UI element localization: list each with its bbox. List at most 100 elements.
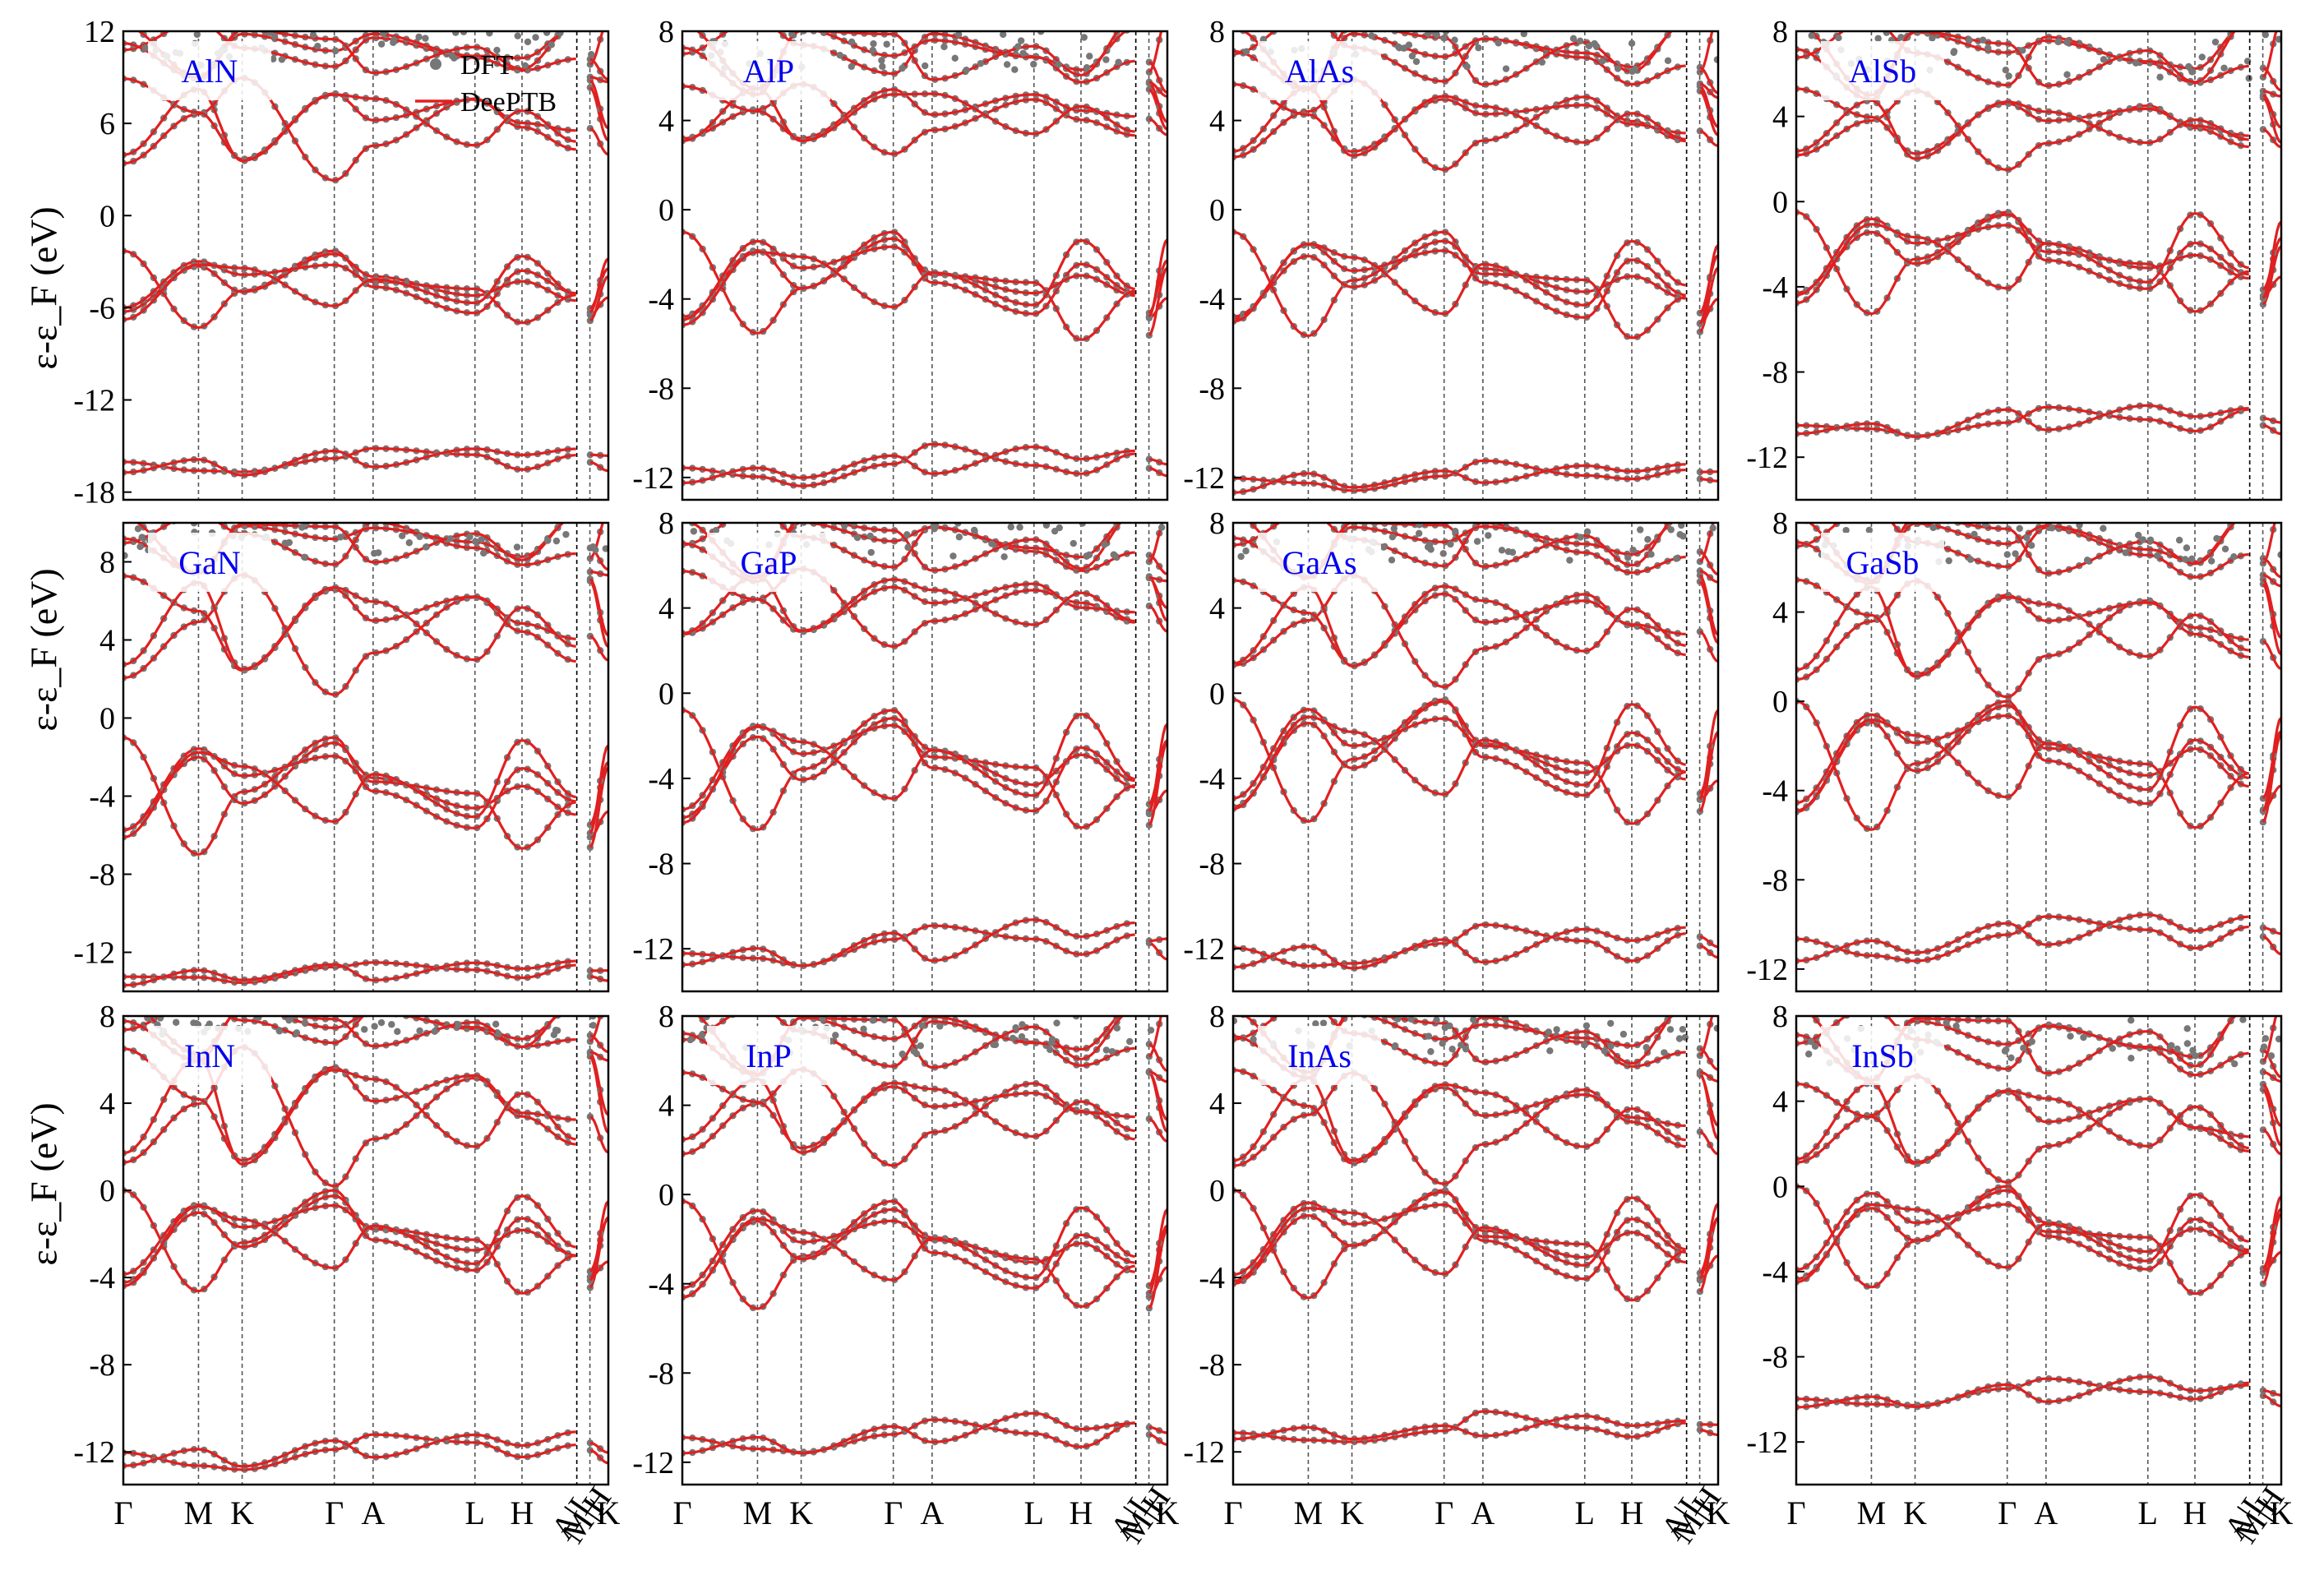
dft-point xyxy=(878,57,885,64)
panel-plot-area xyxy=(123,19,608,500)
deeptb-band xyxy=(682,239,1167,341)
dft-point xyxy=(1864,16,1870,22)
deeptb-band xyxy=(682,85,1167,140)
dft-point xyxy=(1614,65,1622,72)
dft-point xyxy=(1637,526,1644,533)
dft-point xyxy=(904,543,912,552)
y-tick-label: -12 xyxy=(1746,441,1788,475)
dft-point xyxy=(1102,56,1110,63)
dft-point xyxy=(977,60,984,67)
dft-point xyxy=(1101,541,1108,548)
material-label-background xyxy=(707,41,830,100)
dft-point xyxy=(532,34,539,41)
dft-point xyxy=(760,506,766,512)
y-tick-label: 4 xyxy=(1772,100,1788,135)
dft-point xyxy=(1320,20,1327,26)
dft-point xyxy=(2100,56,2108,63)
dft-point xyxy=(446,535,454,543)
legend-deeptb-label: DeePTB xyxy=(460,87,557,118)
material-label-background xyxy=(1258,533,1381,592)
dft-point xyxy=(1854,506,1860,513)
dft-point xyxy=(1007,523,1014,531)
dft-point xyxy=(1452,528,1459,535)
dft-point xyxy=(1520,31,1527,38)
dft-point xyxy=(201,19,207,25)
deeptb-band xyxy=(123,255,608,321)
deeptb-band xyxy=(682,723,1167,829)
dft-point xyxy=(565,24,571,30)
dft-point xyxy=(1966,36,1973,44)
dft-point xyxy=(309,31,317,39)
material-label: GaN xyxy=(178,544,241,581)
dft-point xyxy=(1425,31,1432,38)
dft-point xyxy=(1808,32,1815,39)
dft-point xyxy=(848,62,855,71)
dft-point xyxy=(2063,71,2071,78)
dft-point xyxy=(800,516,806,523)
deeptb-band xyxy=(123,447,608,477)
deeptb-band xyxy=(1796,578,2281,676)
deeptb-band xyxy=(682,918,1167,968)
y-tick-label: -12 xyxy=(73,936,115,971)
dft-point xyxy=(1070,539,1077,547)
deeptb-band xyxy=(123,31,608,84)
y-tick-label: 0 xyxy=(99,199,115,233)
dft-point xyxy=(1678,523,1685,529)
deeptb-band xyxy=(1233,703,1718,811)
material-label-background xyxy=(148,533,271,592)
dft-point xyxy=(2054,38,2062,46)
dft-point xyxy=(405,539,414,547)
dft-point xyxy=(1019,49,1027,57)
dft-point xyxy=(141,44,149,52)
deeptb-band xyxy=(1233,923,1718,968)
dft-point xyxy=(486,31,493,37)
dft-point xyxy=(241,31,248,34)
dft-point xyxy=(1675,23,1681,30)
y-tick-label: -4 xyxy=(89,780,115,815)
dft-point xyxy=(1569,35,1578,43)
dft-point xyxy=(2185,62,2192,71)
dft-point xyxy=(493,46,501,54)
dft-point xyxy=(1351,22,1357,29)
y-tick-label: 4 xyxy=(99,624,115,658)
material-label: AlAs xyxy=(1285,53,1354,90)
dft-point xyxy=(266,31,274,36)
y-tick-label: 0 xyxy=(1772,185,1788,219)
dft-point xyxy=(1124,511,1130,518)
deeptb-band xyxy=(1796,404,2281,438)
dft-point xyxy=(1310,12,1317,18)
dft-point xyxy=(1883,513,1890,520)
dft-point xyxy=(331,47,340,54)
dft-point xyxy=(548,41,556,48)
dft-point xyxy=(562,530,570,538)
dft-point xyxy=(1388,533,1397,541)
deeptb-band xyxy=(123,76,608,182)
deeptb-band xyxy=(1233,31,1718,99)
dft-point xyxy=(390,36,398,44)
dft-point xyxy=(1368,32,1375,39)
dft-point xyxy=(769,23,776,30)
dft-point xyxy=(1000,553,1008,561)
dft-point xyxy=(1675,515,1681,522)
dft-point xyxy=(1463,62,1471,71)
dft-point xyxy=(1115,58,1122,66)
dft-point xyxy=(1667,526,1675,533)
dft-point xyxy=(2245,75,2252,82)
dft-point xyxy=(1085,551,1093,559)
dft-point xyxy=(971,527,978,535)
dft-point xyxy=(1430,31,1438,36)
axes-frame xyxy=(1795,30,2283,501)
dft-point xyxy=(1439,550,1447,557)
dft-point xyxy=(883,40,890,48)
y-tick-label: 0 xyxy=(658,193,674,228)
y-tick-label: 4 xyxy=(658,592,674,626)
dft-point xyxy=(1502,65,1510,72)
dft-point xyxy=(1310,510,1317,516)
dft-point xyxy=(1979,36,1987,44)
material-label: AlSb xyxy=(1849,53,1916,90)
dft-point xyxy=(899,64,906,72)
dft-point xyxy=(398,532,406,539)
